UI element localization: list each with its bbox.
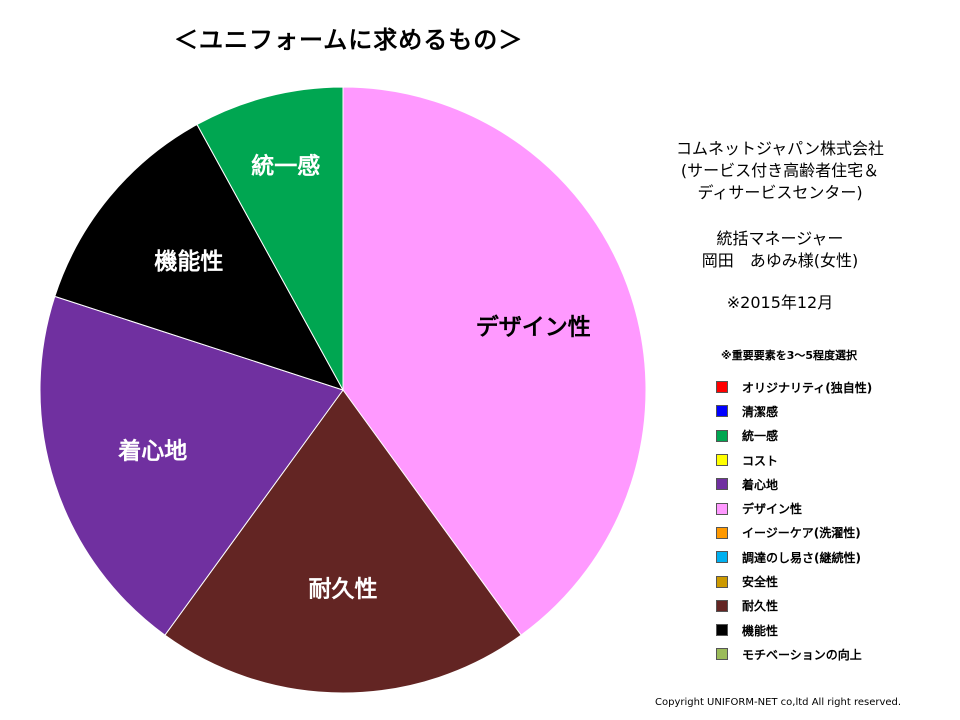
legend-item: 安全性 bbox=[716, 569, 872, 593]
company-line: ディサービスセンター) bbox=[697, 183, 863, 202]
legend-label: 着心地 bbox=[742, 477, 779, 492]
legend-item: 清潔感 bbox=[716, 399, 872, 423]
legend-swatch bbox=[716, 429, 728, 442]
legend-label: 機能性 bbox=[742, 623, 779, 638]
legend-item: 調達のし易さ(継続性) bbox=[716, 545, 872, 569]
legend-label: 統一感 bbox=[742, 429, 779, 444]
pie-slice-label: 着心地 bbox=[118, 437, 187, 464]
legend-item: 統一感 bbox=[716, 424, 872, 448]
company-line: コムネットジャパン株式会社 bbox=[675, 139, 884, 158]
legend-label: イージーケア(洗濯性) bbox=[742, 526, 861, 541]
pie-slice bbox=[196, 86, 344, 391]
legend-label: デザイン性 bbox=[742, 502, 803, 517]
legend-item: イージーケア(洗濯性) bbox=[716, 521, 872, 545]
legend-label: 清潔感 bbox=[742, 404, 779, 419]
legend-swatch bbox=[716, 502, 728, 515]
pie-slice bbox=[54, 123, 345, 391]
legend-swatch bbox=[716, 454, 728, 467]
legend-swatch bbox=[716, 405, 728, 418]
legend-swatch bbox=[716, 648, 728, 661]
legend-label: 耐久性 bbox=[742, 599, 779, 614]
legend-label: モチベーションの向上 bbox=[742, 647, 862, 662]
respondent-info: 統括マネージャー 岡田 あゆみ様(女性) bbox=[650, 228, 910, 272]
pie-slice-label: 機能性 bbox=[154, 248, 223, 275]
copyright: Copyright UNIFORM-NET co,ltd All right r… bbox=[655, 697, 902, 708]
legend-swatch bbox=[716, 551, 728, 564]
pie-slice bbox=[164, 389, 522, 694]
legend-label: コスト bbox=[742, 453, 779, 468]
legend-swatch bbox=[716, 599, 728, 612]
pie-slice-label: デザイン性 bbox=[476, 314, 591, 341]
legend-item: 着心地 bbox=[716, 472, 872, 496]
pie-slices bbox=[39, 86, 647, 694]
legend-label: 調達のし易さ(継続性) bbox=[742, 550, 861, 565]
company-line: (サービス付き高齢者住宅＆ bbox=[680, 161, 880, 180]
legend-swatch bbox=[716, 478, 728, 491]
legend-item: デザイン性 bbox=[716, 496, 872, 520]
legend-label: オリジナリティ(独自性) bbox=[742, 380, 873, 395]
legend-item: 耐久性 bbox=[716, 594, 872, 618]
legend-item: モチベーションの向上 bbox=[716, 642, 872, 666]
respondent-title: 統括マネージャー bbox=[716, 229, 844, 248]
legend-swatch bbox=[716, 381, 728, 394]
respondent-name: 岡田 あゆみ様(女性) bbox=[701, 251, 859, 270]
legend-swatch bbox=[716, 624, 728, 637]
pie-slice-label: 統一感 bbox=[251, 152, 320, 179]
pie-slice bbox=[342, 86, 647, 636]
legend-note: ※重要要素を3～5程度選択 bbox=[721, 349, 858, 362]
chart-title: ＜ユニフォームに求めるもの＞ bbox=[174, 26, 524, 54]
legend-item: 機能性 bbox=[716, 618, 872, 642]
legend-label: 安全性 bbox=[742, 575, 779, 590]
legend: オリジナリティ(独自性) 清潔感統一感コスト着心地デザイン性イージーケア(洗濯性)… bbox=[716, 375, 872, 667]
legend-item: オリジナリティ(独自性) bbox=[716, 375, 872, 399]
legend-swatch bbox=[716, 526, 728, 539]
legend-item: コスト bbox=[716, 448, 872, 472]
pie-slice bbox=[39, 295, 344, 636]
survey-date: ※2015年12月 bbox=[726, 293, 834, 312]
company-info: コムネットジャパン株式会社 (サービス付き高齢者住宅＆ ディサービスセンター) bbox=[650, 138, 910, 204]
pie-slice-label: 耐久性 bbox=[309, 575, 378, 602]
legend-swatch bbox=[716, 575, 728, 588]
